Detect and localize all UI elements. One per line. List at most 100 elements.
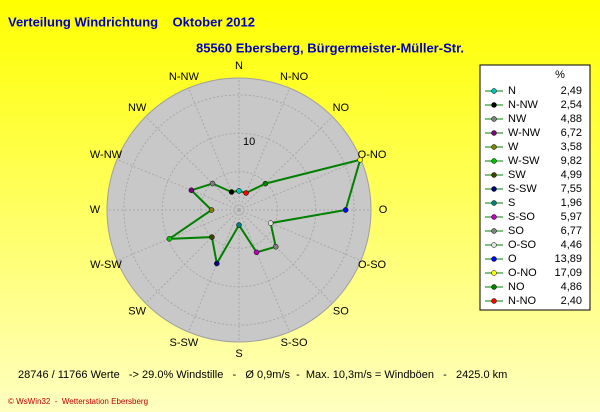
- legend-marker: [491, 102, 497, 108]
- legend-marker: [491, 130, 497, 136]
- legend-marker: [491, 200, 497, 206]
- legend-label: N-NO: [508, 295, 537, 307]
- direction-label: N: [235, 60, 243, 72]
- legend-label: N: [508, 85, 516, 97]
- direction-label: O: [379, 204, 388, 216]
- legend-value: 2,49: [561, 85, 582, 97]
- direction-label: O-SO: [358, 259, 387, 271]
- legend-label: W: [508, 141, 519, 153]
- direction-label: W-SW: [90, 259, 122, 271]
- legend-value: 4,88: [561, 113, 582, 125]
- legend-label: NO: [508, 281, 525, 293]
- legend-value: 9,82: [561, 155, 582, 167]
- legend-value: 1,96: [561, 197, 582, 209]
- legend-value: 2,40: [561, 295, 582, 307]
- legend-marker: [491, 116, 497, 122]
- spoke: [145, 116, 240, 211]
- direction-label: S-SO: [281, 337, 308, 349]
- grid-ring-minor: [123, 94, 355, 326]
- spoke: [238, 209, 290, 333]
- legend-label: S: [508, 197, 515, 209]
- spoke: [188, 209, 240, 333]
- legend-label: O-NO: [508, 267, 537, 279]
- legend-box: [479, 64, 591, 311]
- legend-marker: [491, 284, 497, 290]
- legend-marker: [491, 214, 497, 220]
- legend-label: W-NW: [508, 127, 541, 139]
- spoke: [145, 209, 240, 304]
- data-point: [342, 207, 349, 213]
- data-point: [208, 207, 215, 213]
- legend-value: 6,77: [561, 225, 582, 237]
- legend-value: 5,97: [561, 211, 582, 223]
- legend-marker: [491, 172, 497, 178]
- legend-value: 3,58: [561, 141, 582, 153]
- data-point: [214, 260, 220, 267]
- legend-header: %: [555, 69, 565, 81]
- data-point: [253, 249, 260, 256]
- legend-value: 7,55: [561, 183, 582, 195]
- legend-value: 4,86: [561, 281, 582, 293]
- direction-label: O-NO: [358, 149, 387, 161]
- legend-marker: [491, 256, 497, 262]
- direction-label: W-NW: [90, 149, 123, 161]
- spoke: [238, 159, 362, 211]
- spoke: [238, 209, 362, 261]
- legend-label: S-SW: [508, 183, 537, 195]
- chart-subtitle: 85560 Ebersberg, Bürgermeister-Müller-St…: [196, 40, 464, 55]
- legend-marker: [491, 228, 497, 234]
- legend-marker: [491, 158, 497, 164]
- direction-label: NW: [128, 102, 147, 114]
- direction-label: S: [235, 348, 242, 360]
- direction-label: N-NW: [169, 71, 200, 83]
- direction-label: NO: [333, 102, 350, 114]
- grid-ring-minor: [200, 171, 278, 249]
- legend-label: NW: [508, 113, 527, 125]
- r-tick-label: 10: [243, 136, 255, 148]
- legend-marker: [491, 270, 497, 276]
- legend-label: N-NW: [508, 99, 539, 111]
- spoke: [238, 87, 290, 211]
- data-point: [188, 187, 195, 194]
- legend-label: O: [508, 253, 517, 265]
- legend-marker: [491, 144, 497, 150]
- chart-title: Verteilung Windrichtung Oktober 2012: [8, 14, 255, 29]
- legend-value: 4,99: [561, 169, 582, 181]
- direction-label: S-SW: [170, 337, 199, 349]
- spoke: [116, 209, 240, 261]
- legend-marker: [491, 88, 497, 94]
- legend-value: 17,09: [554, 267, 582, 279]
- legend-marker: [491, 186, 497, 192]
- data-point: [228, 189, 235, 195]
- data-point: [236, 222, 242, 228]
- spoke: [116, 159, 240, 211]
- data-point: [262, 180, 269, 187]
- legend-label: W-SW: [508, 155, 540, 167]
- data-point: [166, 236, 173, 242]
- footer-stats: 28746 / 11766 Werte -> 29.0% Windstille …: [18, 369, 507, 381]
- footer-credit: © WsWin32 - Wetterstation Ebersberg: [8, 397, 148, 406]
- direction-label: W: [90, 204, 101, 216]
- data-point: [209, 234, 215, 240]
- legend-value: 4,46: [561, 239, 582, 251]
- legend-label: SW: [508, 169, 526, 181]
- spoke: [238, 209, 333, 304]
- legend-label: S-SO: [508, 211, 535, 223]
- data-point: [357, 157, 363, 163]
- direction-label: SO: [333, 306, 349, 318]
- direction-label: N-NO: [280, 71, 309, 83]
- legend-label: SO: [508, 225, 524, 237]
- legend-label: O-SO: [508, 239, 537, 251]
- data-point: [243, 190, 249, 196]
- legend-value: 13,89: [554, 253, 582, 265]
- legend-marker: [491, 298, 497, 304]
- legend-value: 2,54: [561, 99, 582, 111]
- direction-label: SW: [128, 306, 146, 318]
- legend-marker: [491, 242, 497, 248]
- data-point: [272, 243, 279, 250]
- data-point: [267, 220, 274, 226]
- data-point: [236, 188, 242, 194]
- spoke: [238, 116, 333, 211]
- data-point: [209, 180, 216, 187]
